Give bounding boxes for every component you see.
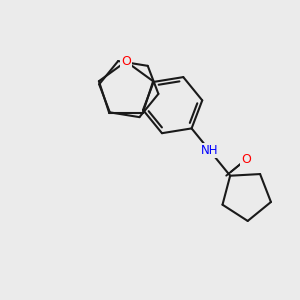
Text: O: O xyxy=(241,153,251,166)
Text: NH: NH xyxy=(201,144,218,157)
Text: O: O xyxy=(121,55,131,68)
